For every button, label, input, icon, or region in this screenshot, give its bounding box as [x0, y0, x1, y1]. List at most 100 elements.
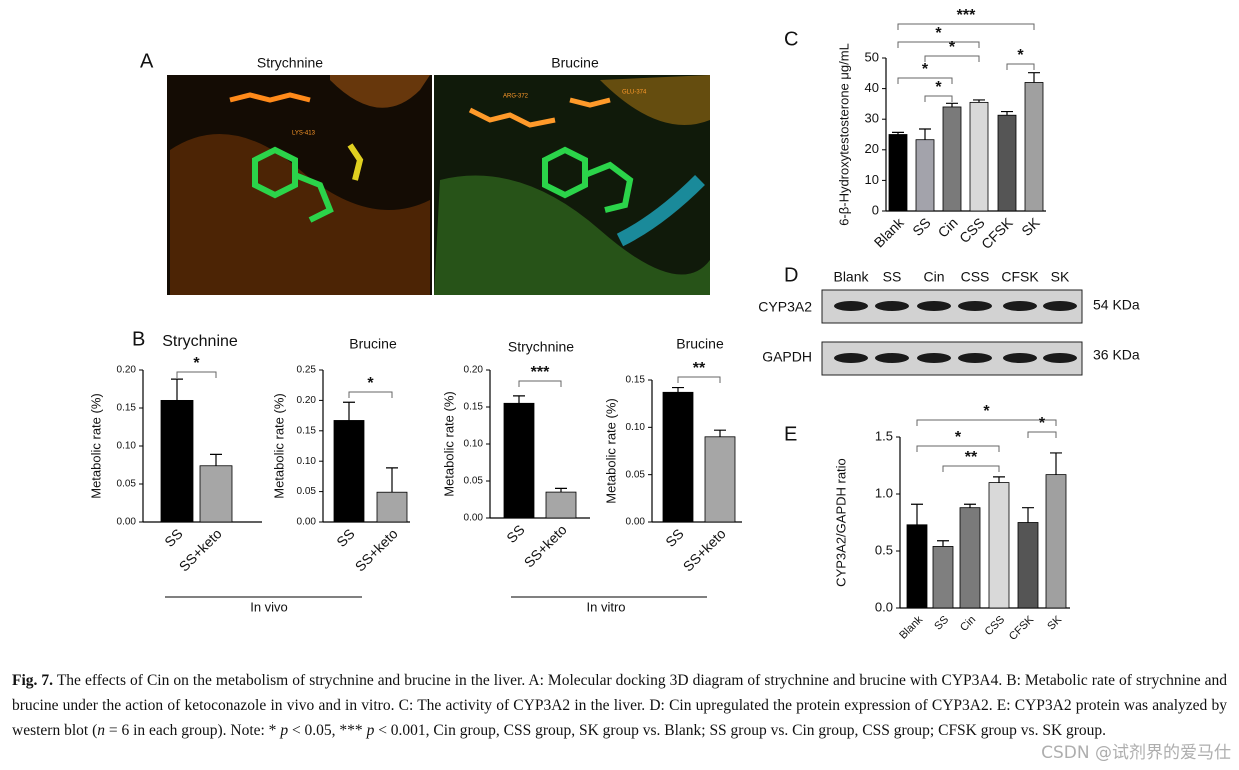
x-tick-label: Cin: [958, 614, 978, 634]
docking-image: [434, 75, 710, 295]
y-tick-label: 0.05: [464, 476, 484, 487]
significance-label: **: [965, 449, 978, 466]
significance-label: *: [983, 403, 990, 420]
row-label: CYP3A2: [758, 299, 812, 315]
x-tick-label: CSS: [983, 614, 1007, 638]
bar: [704, 436, 736, 523]
significance-label: *: [935, 79, 942, 96]
bar: [333, 420, 365, 523]
bar: [959, 507, 981, 609]
x-tick-label: SS: [909, 214, 934, 239]
x-tick-label: SK: [1018, 214, 1043, 239]
error-bar: [964, 503, 976, 508]
bar: [1045, 474, 1067, 609]
x-tick-label: SS: [932, 614, 951, 633]
y-axis-label: Metabolic rate (%): [271, 393, 286, 498]
x-tick-label: SS: [333, 525, 358, 550]
significance-label: ***: [957, 7, 976, 24]
chart-title: Brucine: [676, 336, 724, 352]
bar: [932, 546, 954, 609]
y-tick-label: 0.20: [117, 365, 137, 376]
y-tick-label: 1.0: [875, 485, 893, 500]
error-bar: [911, 503, 923, 525]
chart-title: Brucine: [349, 336, 397, 352]
lane-label: CFSK: [1001, 269, 1039, 285]
y-tick-label: 0.00: [464, 513, 484, 524]
y-axis-label: Metabolic rate (%): [88, 393, 103, 498]
x-tick-label: Blank: [897, 613, 925, 641]
bar: [1017, 522, 1039, 609]
x-tick-label: SK: [1045, 613, 1064, 632]
significance-bracket: [897, 41, 980, 48]
error-bar: [714, 429, 726, 437]
y-tick-label: 0.20: [297, 395, 317, 406]
error-bar: [993, 476, 1005, 483]
y-tick-label: 0.05: [117, 479, 137, 490]
y-tick-label: 0.15: [297, 425, 317, 436]
band: [917, 353, 951, 363]
bar: [906, 524, 928, 609]
y-tick-label: 20: [865, 141, 879, 156]
significance-label: *: [949, 39, 956, 56]
y-tick-label: 50: [865, 49, 879, 64]
error-bar: [1022, 507, 1034, 523]
y-axis-label: CYP3A2/GAPDH ratio: [833, 458, 848, 587]
band: [1043, 301, 1077, 311]
residue-label: GLU-374: [622, 90, 647, 96]
significance-label: *: [1039, 415, 1046, 432]
error-bar: [386, 467, 398, 493]
y-tick-label: 1.5: [875, 428, 893, 443]
y-tick-label: 0.0: [875, 599, 893, 614]
panel-label: E: [784, 423, 797, 445]
lane-label: SK: [1051, 269, 1070, 285]
panel-label: A: [140, 50, 154, 72]
y-tick-label: 0.10: [626, 422, 646, 433]
significance-bracket: [176, 371, 217, 378]
panel-label: D: [784, 264, 798, 286]
x-tick-label: SS+keto: [352, 525, 401, 574]
bar: [160, 399, 194, 523]
panel-label: B: [132, 328, 145, 350]
error-bar: [892, 131, 904, 135]
error-bar: [1050, 452, 1062, 475]
y-tick-label: 30: [865, 111, 879, 126]
error-bar: [210, 453, 222, 466]
y-tick-label: 0.10: [464, 439, 484, 450]
x-tick-label: SS+keto: [680, 525, 729, 574]
significance-bracket: [348, 391, 393, 398]
band: [1003, 353, 1037, 363]
y-tick-label: 0.05: [297, 486, 317, 497]
error-bar: [555, 487, 567, 493]
band: [1003, 301, 1037, 311]
caption-part: n: [97, 722, 105, 739]
chart-title: Strychnine: [508, 339, 574, 355]
x-tick-label: SS: [161, 525, 186, 550]
error-bar: [513, 395, 525, 404]
y-tick-label: 0.25: [297, 365, 317, 376]
y-tick-label: 0.15: [626, 375, 646, 386]
y-tick-label: 0.00: [297, 517, 317, 528]
bar: [503, 402, 535, 519]
band: [834, 353, 868, 363]
figure: A B C D E Strychnine Brucine LYS-413 ARG…: [88, 7, 1139, 643]
caption-part: < 0.001, Cin group, CSS group, SK group …: [374, 722, 1107, 739]
significance-bracket: [1027, 431, 1057, 438]
bar: [969, 101, 989, 212]
bar: [199, 465, 233, 523]
bar: [662, 391, 694, 523]
lane-label: CSS: [961, 269, 990, 285]
caption-label: Fig. 7.: [12, 672, 54, 689]
panel-label: C: [784, 28, 798, 50]
y-axis-label: Metabolic rate (%): [603, 398, 618, 503]
y-tick-label: 0.15: [464, 402, 484, 413]
caption-part: The effects of Cin on the metabolism of …: [12, 672, 1227, 739]
error-bar: [343, 401, 355, 421]
error-bar: [1001, 110, 1013, 116]
x-tick-label: Blank: [871, 214, 908, 251]
significance-label: *: [955, 429, 962, 446]
watermark: CSDN @试剂界的爱马仕: [1041, 743, 1231, 763]
y-tick-label: 40: [865, 80, 879, 95]
x-tick-label: SS+keto: [176, 525, 225, 574]
significance-label: **: [693, 360, 706, 377]
y-axis-label: Metabolic rate (%): [441, 391, 456, 496]
